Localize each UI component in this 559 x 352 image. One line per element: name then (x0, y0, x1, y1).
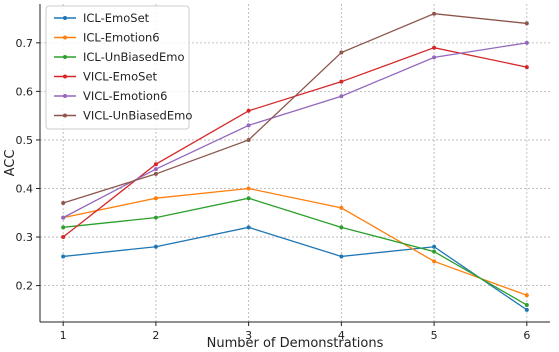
data-point-icl-unbiasedemo (432, 249, 437, 254)
data-point-icl-emotion6 (432, 259, 437, 264)
data-point-vicl-emotion6 (61, 215, 66, 220)
series-vicl-emotion6 (61, 40, 529, 220)
data-point-icl-unbiasedemo (246, 196, 251, 201)
legend-entry: VICL-Emotion6 (54, 89, 168, 103)
y-tick-label: 0.4 (16, 182, 34, 195)
data-point-icl-emoset (246, 225, 251, 230)
data-point-icl-emotion6 (339, 205, 344, 210)
data-point-vicl-unbiasedemo (432, 11, 437, 16)
series-line-icl-emotion6 (63, 187, 528, 296)
legend: ICL-EmoSet ICL-Emotion6 ICL-UnBiasedEmo VIC… (45, 5, 192, 130)
x-tick-label: 6 (523, 329, 530, 342)
x-tick-label: 5 (431, 329, 438, 342)
data-point-vicl-emoset (246, 108, 251, 113)
data-point-vicl-emoset (61, 235, 66, 240)
legend-label: VICL-Emotion6 (83, 89, 168, 103)
data-point-icl-unbiasedemo (524, 303, 529, 308)
legend-marker (63, 16, 67, 20)
series-line-vicl-unbiasedemo (62, 13, 527, 204)
data-point-icl-emoset (432, 244, 437, 249)
data-point-icl-emotion6 (153, 196, 158, 201)
data-point-vicl-emoset (339, 79, 344, 84)
data-point-vicl-emotion6 (339, 94, 344, 99)
y-axis-label: ACC (3, 150, 18, 177)
x-axis-label: Number of Demonstrations (207, 336, 384, 351)
series-icl-emoset (61, 225, 529, 312)
data-point-vicl-emoset (432, 45, 437, 50)
legend-label: VICL-UnBiasedEmo (83, 109, 192, 123)
legend-box (45, 5, 190, 130)
data-point-vicl-unbiasedemo (339, 50, 344, 55)
x-tick-label: 2 (152, 329, 159, 342)
data-point-icl-emotion6 (246, 186, 251, 191)
data-point-vicl-unbiasedemo (246, 137, 251, 142)
legend-entry: ICL-Emotion6 (54, 31, 160, 45)
data-point-icl-unbiasedemo (61, 225, 66, 230)
legend-label: ICL-Emotion6 (83, 31, 160, 45)
legend-entry: VICL-UnBiasedEmo (54, 109, 192, 123)
data-point-vicl-emotion6 (246, 123, 251, 128)
data-point-icl-unbiasedemo (339, 225, 344, 230)
legend-entry: ICL-EmoSet (54, 11, 150, 25)
series-line-vicl-emotion6 (62, 42, 527, 219)
series-line-icl-emoset (63, 226, 528, 311)
y-tick-label: 0.2 (16, 280, 34, 293)
legend-marker (63, 94, 67, 98)
legend-marker (63, 55, 67, 59)
series-line-icl-unbiasedemo (63, 197, 528, 306)
y-tick-label: 0.6 (16, 85, 34, 98)
data-point-vicl-unbiasedemo (524, 21, 529, 26)
axes: 1 2 3 4 5 6 0.2 0.3 0.4 0.5 0.6 0.7 (16, 4, 550, 342)
x-tick-label: 1 (60, 329, 67, 342)
data-point-vicl-emotion6 (153, 167, 158, 172)
legend-marker (63, 35, 67, 40)
data-point-vicl-emotion6 (432, 55, 437, 60)
data-point-icl-emoset (339, 254, 344, 259)
legend-label: ICL-UnBiasedEmo (83, 50, 184, 64)
series-icl-unbiasedemo (61, 196, 529, 308)
legend-marker (63, 74, 67, 79)
data-point-icl-emoset (61, 254, 66, 259)
legend-entry: VICL-EmoSet (54, 70, 158, 84)
data-point-vicl-unbiasedemo (153, 171, 158, 176)
legend-entry: ICL-UnBiasedEmo (54, 50, 184, 64)
data-point-vicl-unbiasedemo (61, 201, 66, 206)
y-tick-label: 0.7 (16, 37, 34, 50)
data-point-icl-emotion6 (524, 293, 529, 298)
y-tick-label: 0.5 (16, 134, 34, 147)
data-point-icl-emoset (153, 244, 158, 249)
x-tick-label: 3 (245, 329, 252, 342)
series-vicl-unbiasedemo (61, 11, 529, 206)
data-point-vicl-emotion6 (524, 40, 529, 45)
series-lines (61, 11, 529, 312)
data-point-vicl-emoset (524, 65, 529, 70)
data-point-vicl-emoset (153, 162, 158, 167)
data-point-icl-emoset (524, 307, 529, 312)
legend-label: ICL-EmoSet (83, 11, 150, 25)
x-tick-label: 4 (338, 329, 345, 342)
data-point-icl-unbiasedemo (153, 215, 158, 220)
legend-marker (63, 113, 67, 118)
legend-label: VICL-EmoSet (83, 70, 158, 84)
y-tick-label: 0.3 (16, 231, 34, 244)
